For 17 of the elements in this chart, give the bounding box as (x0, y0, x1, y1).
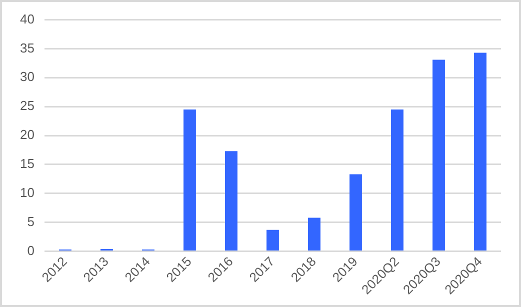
y-tick-label: 0 (27, 242, 34, 258)
y-tick-label: 35 (20, 40, 34, 56)
y-tick-label: 30 (20, 69, 34, 84)
bar (474, 52, 486, 251)
y-tick-label: 40 (20, 11, 34, 26)
y-tick-label: 10 (20, 184, 34, 200)
bar (350, 174, 362, 251)
y-tick-label: 25 (20, 98, 34, 114)
bar (183, 109, 196, 251)
bar (432, 60, 445, 251)
bar (266, 230, 279, 251)
y-tick-label: 5 (27, 214, 34, 229)
y-tick-label: 20 (20, 127, 34, 142)
y-tick-label: 15 (20, 156, 34, 172)
bar (391, 109, 404, 251)
bar (308, 218, 320, 251)
bar (225, 151, 238, 251)
